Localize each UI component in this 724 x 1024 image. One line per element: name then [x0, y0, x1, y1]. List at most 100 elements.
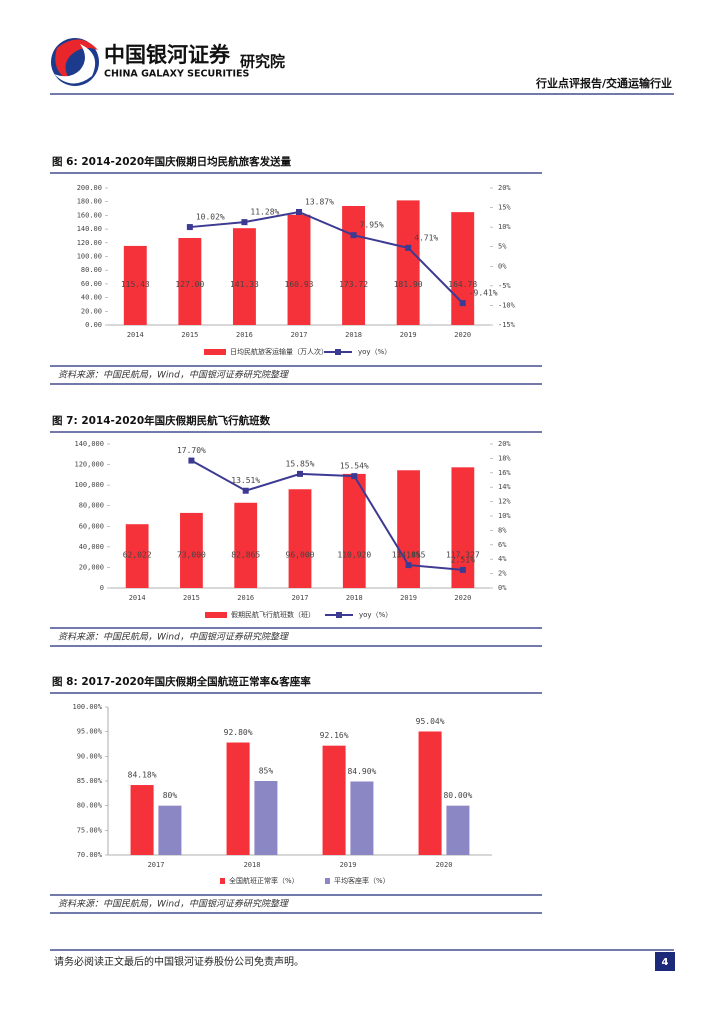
line-marker [405, 244, 412, 251]
source: 资料来源：中国民航局，Wind，中国银河证券研究院整理 [58, 370, 290, 381]
line-marker [459, 566, 466, 573]
x-tick-label: 2017 [291, 331, 308, 339]
legend-label: 日均民航旅客运输量（万人次） [230, 347, 328, 356]
y-tick-label: 60.00 [81, 280, 102, 288]
value-label: 15.54% [340, 462, 369, 471]
x-tick-label: 2016 [236, 331, 253, 339]
value-label: 7.95% [360, 221, 384, 230]
value-label: 80% [163, 791, 178, 800]
x-tick-label: 2019 [340, 861, 357, 869]
y2-tick-label: 15% [498, 204, 511, 212]
y2-tick-label: 20% [498, 184, 511, 192]
x-tick-label: 2014 [127, 331, 144, 339]
line-marker [351, 473, 358, 480]
value-label: 84.18% [128, 771, 157, 780]
y2-tick-label: 14% [498, 483, 511, 491]
source: 资料来源：中国民航局，Wind，中国银河证券研究院整理 [58, 899, 290, 910]
value-label: 96,000 [286, 551, 315, 560]
bar [446, 805, 470, 855]
source: 资料来源：中国民航局，Wind，中国银河证券研究院整理 [58, 632, 290, 643]
value-label: 84.90% [347, 767, 376, 776]
x-tick-label: 2020 [454, 594, 471, 602]
bar [226, 742, 250, 855]
y-tick-label: 180.00 [77, 198, 102, 206]
brand-en: CHINA GALAXY SECURITIES [104, 69, 250, 80]
bar [178, 238, 202, 325]
y2-tick-label: 0% [498, 584, 507, 592]
value-label: 4.71% [414, 233, 438, 242]
y-tick-label: 140.00 [77, 225, 102, 233]
logo [51, 38, 99, 86]
legend-label: yoy（%） [359, 611, 392, 619]
value-label: 13.87% [305, 197, 334, 206]
y2-tick-label: 2% [498, 570, 507, 578]
value-label: 17.70% [177, 446, 206, 455]
y2-tick-label: 5% [498, 243, 507, 251]
line-marker [186, 224, 193, 231]
value-label: 85% [259, 767, 274, 776]
y-tick-label: 40,000 [79, 543, 104, 551]
value-label: 110,920 [337, 551, 371, 560]
y2-tick-label: 4% [498, 555, 507, 563]
value-label: 173.72 [339, 280, 368, 289]
legend-swatch [204, 349, 226, 355]
y2-tick-label: 10% [498, 512, 511, 520]
y-tick-label: 40.00 [81, 294, 102, 302]
line-marker [297, 470, 303, 477]
figure-caption: 图 7: 2014-2020年国庆假期民航飞行航班数 [52, 414, 271, 427]
y-tick-label: 120,000 [74, 461, 104, 469]
bar [451, 467, 475, 588]
x-tick-label: 2020 [454, 331, 471, 339]
y2-tick-label: 20% [498, 440, 511, 448]
y-tick-label: 80.00 [81, 266, 102, 274]
bar [287, 214, 311, 325]
legend-label: 全国航班正常率（%） [229, 876, 299, 885]
figure-caption: 图 6: 2014-2020年国庆假期日均民航旅客发送量 [52, 155, 292, 168]
y2-tick-label: 0% [498, 262, 507, 270]
value-label: -9.41% [469, 289, 498, 298]
value-label: 3.18% [397, 551, 421, 560]
x-tick-label: 2015 [181, 331, 198, 339]
y-tick-label: 75.00% [77, 826, 103, 834]
line-marker [188, 457, 195, 464]
x-tick-label: 2020 [436, 861, 453, 869]
value-label: 92.80% [224, 728, 253, 737]
line-marker [459, 300, 466, 307]
y-tick-label: 60,000 [79, 522, 104, 530]
y2-tick-label: 12% [498, 498, 511, 506]
value-label: 160.93 [285, 280, 314, 289]
value-label: 92.16% [320, 731, 349, 740]
x-tick-label: 2017 [292, 594, 309, 602]
y-tick-label: 20,000 [79, 563, 104, 571]
x-tick-label: 2017 [148, 861, 165, 869]
bar [350, 781, 374, 855]
y2-tick-label: 10% [498, 223, 511, 231]
legend-label: 假期民航飞行航班数（班） [231, 610, 315, 619]
x-tick-label: 2018 [345, 331, 362, 339]
value-label: 62,022 [123, 551, 152, 560]
disclaimer: 请务必阅读正文最后的中国银河证券股份公司免责声明。 [54, 955, 304, 968]
bar [451, 212, 475, 325]
bar [123, 245, 147, 325]
y-tick-label: 85.00% [77, 777, 103, 785]
legend-swatch [336, 612, 342, 618]
value-label: 15.85% [286, 459, 315, 468]
y-tick-label: 200.00 [77, 184, 102, 192]
line-marker [296, 208, 302, 215]
y-tick-label: 100,000 [74, 481, 104, 489]
y-tick-label: 95.00% [77, 728, 103, 736]
brand: 中国银河证券 [104, 43, 231, 67]
y-tick-label: 120.00 [77, 239, 102, 247]
y-tick-label: 0.00 [85, 321, 102, 329]
y-tick-label: 90.00% [77, 752, 103, 760]
value-label: 141.33 [230, 280, 259, 289]
x-tick-label: 2019 [400, 331, 417, 339]
value-label: 82,865 [231, 551, 260, 560]
y-tick-label: 80.00% [77, 802, 103, 810]
y-tick-label: 80,000 [79, 502, 104, 510]
value-label: 73,000 [177, 551, 206, 560]
value-label: 11.28% [250, 208, 279, 217]
bar [180, 512, 203, 588]
line-marker [350, 232, 357, 239]
